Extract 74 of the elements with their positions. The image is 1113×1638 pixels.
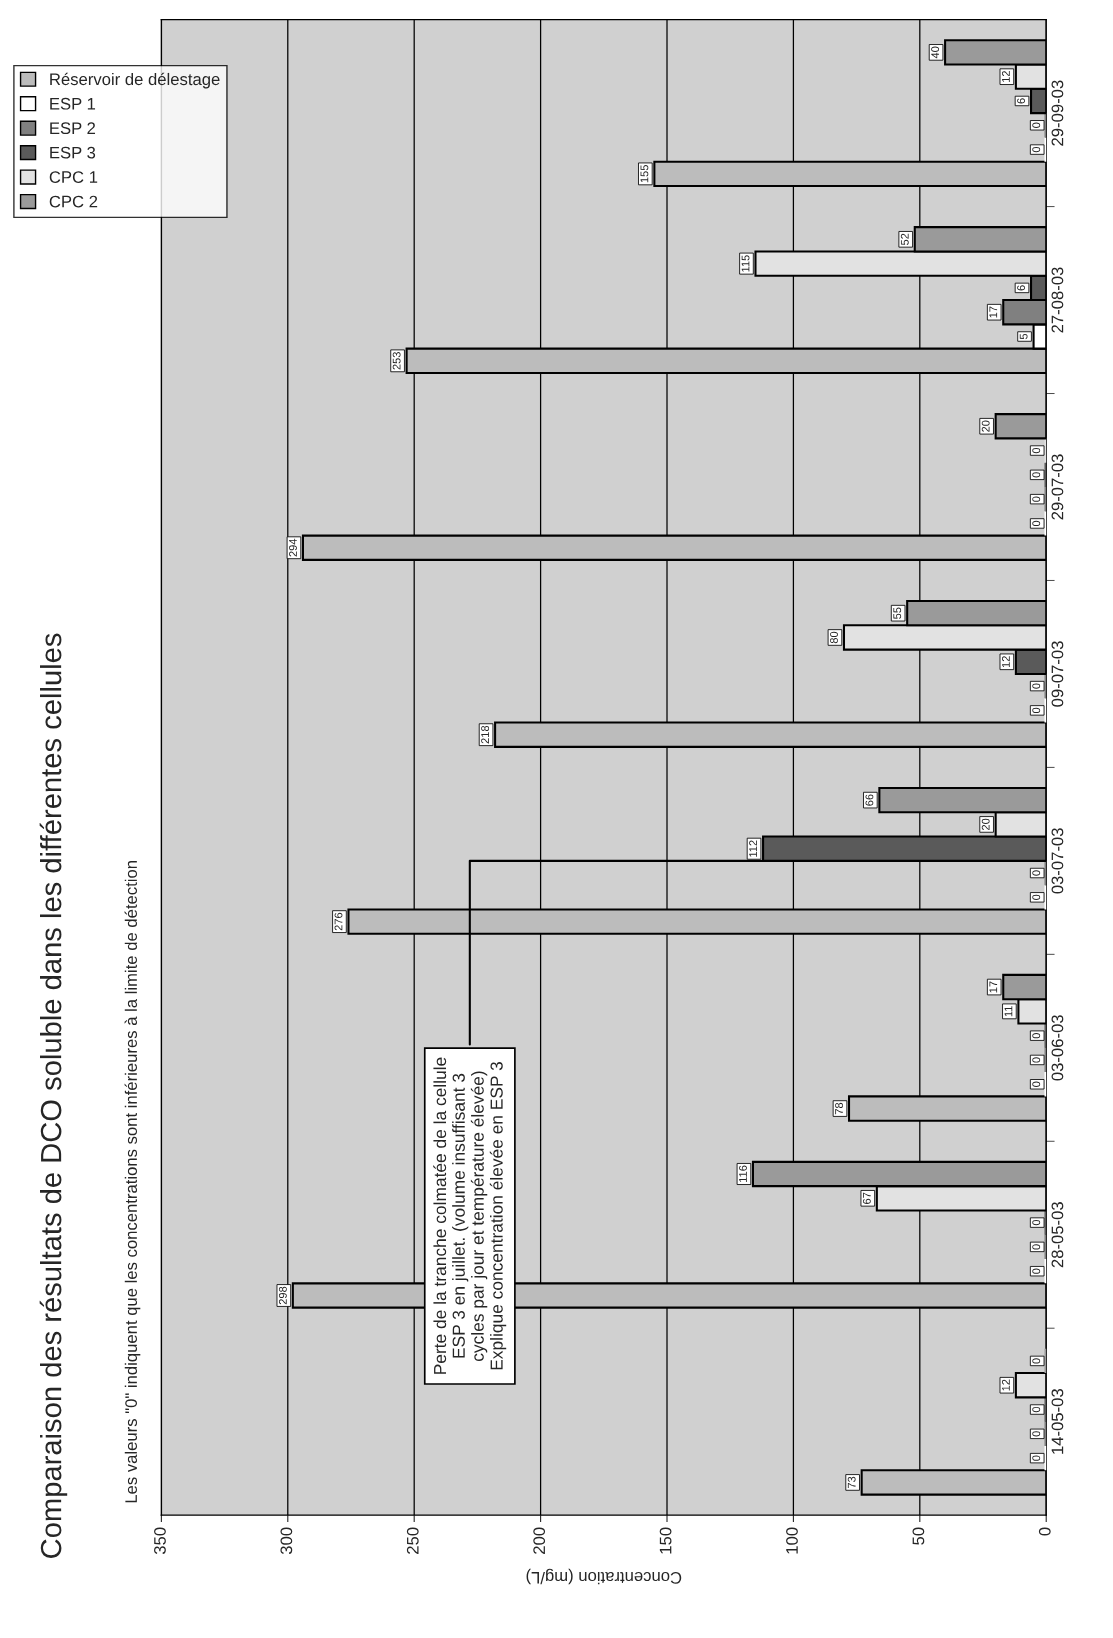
x-tick-label: 250 xyxy=(406,1527,419,1554)
x-tick-label: 0 xyxy=(1038,1527,1051,1536)
legend-label: CPC 1 xyxy=(49,171,98,183)
legend-label: ESP 2 xyxy=(50,122,96,135)
data-label: 0 xyxy=(1032,707,1041,714)
data-label: 6 xyxy=(1017,98,1026,104)
data-label: 0 xyxy=(1032,472,1041,478)
data-label: 67 xyxy=(862,1192,871,1204)
data-label: 73 xyxy=(847,1476,856,1489)
data-label: 0 xyxy=(1032,1268,1041,1274)
data-label: 80 xyxy=(830,631,838,644)
y-tick-label: 03-07-03 xyxy=(1051,828,1064,894)
data-label: 0 xyxy=(1032,870,1041,876)
data-label: 0 xyxy=(1032,1219,1041,1226)
y-tick-label: 14-05-03 xyxy=(1051,1389,1064,1454)
text: Comparaison des résultats de DCO soluble dans les différentes cellules xyxy=(39,633,68,1558)
x-tick-label: 350 xyxy=(154,1527,166,1555)
data-label: 155 xyxy=(640,165,649,183)
data-label: 0 xyxy=(1032,496,1041,502)
data-label: 0 xyxy=(1032,683,1041,689)
data-label: 11 xyxy=(1004,1006,1013,1017)
data-label: 0 xyxy=(1032,447,1041,454)
data-label: 12 xyxy=(1001,656,1010,668)
text: Les valeurs "0" indiquent que les concentrations sont inférieures à la limite de détection xyxy=(124,861,141,1503)
legend-label: ESP 1 xyxy=(50,97,96,110)
data-label: 52 xyxy=(900,233,909,246)
data-label: 0 xyxy=(1032,1033,1041,1039)
data-label: 0 xyxy=(1032,1455,1041,1461)
data-label: 12 xyxy=(1001,1379,1010,1391)
data-label: 5 xyxy=(1019,333,1028,340)
legend-label: ESP 3 xyxy=(50,146,96,159)
data-label: 253 xyxy=(392,352,401,370)
data-label: 20 xyxy=(981,818,990,831)
data-label: 115 xyxy=(741,255,750,272)
x-tick-label: 50 xyxy=(912,1527,925,1545)
y-tick-label: 29-09-03 xyxy=(1051,80,1064,146)
y-tick-label: 28-05-03 xyxy=(1051,1202,1064,1268)
data-label: 0 xyxy=(1032,146,1041,153)
x-tick-label: 150 xyxy=(659,1527,672,1554)
data-label: 20 xyxy=(981,420,990,432)
data-label: 66 xyxy=(865,794,874,806)
data-label: 276 xyxy=(334,912,343,931)
data-label: 12 xyxy=(1001,71,1010,82)
data-label: 17 xyxy=(989,981,998,993)
data-label: 55 xyxy=(893,607,902,619)
data-label: 0 xyxy=(1032,1431,1041,1437)
y-tick-label: 27-08-03 xyxy=(1051,267,1064,333)
data-label: 298 xyxy=(278,1286,287,1305)
data-label: 0 xyxy=(1032,520,1041,527)
y-tick-label: 03-06-03 xyxy=(1051,1015,1064,1081)
data-label: 78 xyxy=(835,1102,843,1115)
data-label: 294 xyxy=(289,538,297,557)
x-axis-title: Concentration (mg/L) xyxy=(526,1568,682,1585)
data-label: 0 xyxy=(1032,1244,1041,1250)
data-label: 40 xyxy=(931,46,940,59)
legend-label: CPC 2 xyxy=(49,195,98,208)
y-tick-label: 29-07-03 xyxy=(1051,454,1064,520)
data-label: 116 xyxy=(739,1165,747,1182)
x-tick-label: 300 xyxy=(280,1527,293,1555)
y-tick-label: 09-07-03 xyxy=(1051,641,1064,707)
legend-label: Réservoir de délestage xyxy=(50,72,220,89)
data-label: 0 xyxy=(1032,122,1041,128)
data-label: 0 xyxy=(1032,1358,1041,1364)
x-tick-label: 100 xyxy=(786,1527,798,1554)
data-label: 6 xyxy=(1017,285,1026,291)
x-tick-label: 200 xyxy=(533,1527,546,1554)
data-label: 0 xyxy=(1032,894,1041,900)
data-label: 17 xyxy=(989,306,998,318)
data-label: 218 xyxy=(481,725,490,744)
data-label: 0 xyxy=(1032,1406,1041,1413)
data-label: 0 xyxy=(1032,1057,1041,1063)
data-label: 112 xyxy=(749,840,757,857)
annotation: Perte de la tranche colmatée de la cellule ESP 3 en juillet. (volume insuffisant 3 cycles par jour et température élevée) Explique concentration élevée en ESP 3 xyxy=(433,1057,507,1374)
data-label: 0 xyxy=(1032,1081,1041,1087)
